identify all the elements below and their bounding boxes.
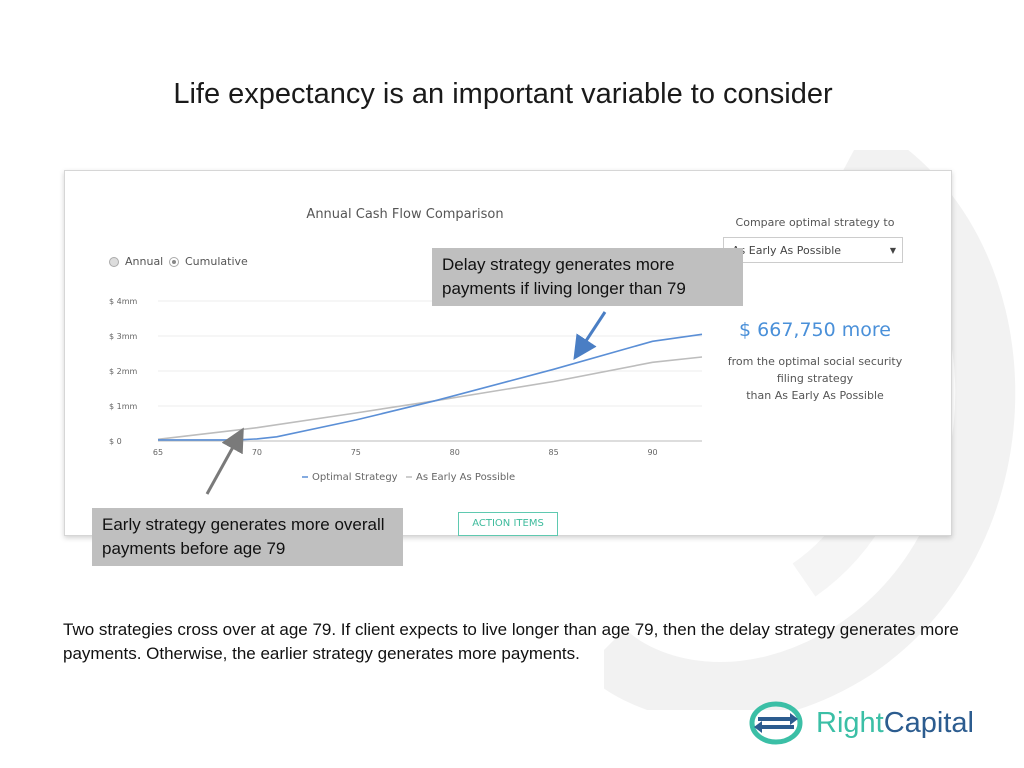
footnote: Two strategies cross over at age 79. If … <box>63 620 959 663</box>
cash-flow-chart: $ 0 $ 1mm $ 2mm $ 3mm $ 4mm 65 70 75 80 85 90 Optim… <box>109 297 703 483</box>
difference-description-line-2: filing strategy <box>776 372 854 385</box>
delay-arrow <box>573 311 607 361</box>
delay-callout: Delay strategy generates more payments i… <box>432 248 743 306</box>
legend-label: As Early As Possible <box>416 472 515 483</box>
toggle-annual[interactable]: Annual <box>109 255 163 268</box>
y-tick-label: $ 2mm <box>109 367 138 376</box>
compare-select[interactable]: As Early As Possible ▼ <box>723 237 903 263</box>
radio-annual-icon <box>109 256 119 267</box>
difference-description-line-3: than As Early As Possible <box>746 389 884 402</box>
x-tick-label: 75 <box>351 448 361 457</box>
x-tick-label: 65 <box>153 448 163 457</box>
y-tick-label: $ 4mm <box>109 297 138 306</box>
logo-text: RightCapital <box>816 707 974 740</box>
chart-title: Annual Cash Flow Comparison <box>306 207 504 222</box>
x-tick-label: 85 <box>549 448 559 457</box>
toggle-cumulative[interactable]: Cumulative <box>169 255 248 268</box>
action-items-button[interactable]: ACTION ITEMS <box>458 512 558 536</box>
legend-label: Optimal Strategy <box>312 472 398 483</box>
chart-panel: Annual Cash Flow Comparison Annual Cumul… <box>64 170 952 536</box>
rightcapital-logo-icon <box>749 701 803 745</box>
early-callout: Early strategy generates more overall pa… <box>92 508 403 566</box>
compare-label: Compare optimal strategy to <box>735 216 895 229</box>
early-arrow <box>205 427 244 495</box>
slide-title: Life expectancy is an important variable… <box>173 78 833 110</box>
dropdown-arrow-icon: ▼ <box>889 246 896 255</box>
y-tick-label: $ 1mm <box>109 402 138 411</box>
difference-description: from the optimal social security filing … <box>715 353 915 404</box>
y-tick-label: $ 3mm <box>109 332 138 341</box>
x-tick-label: 70 <box>252 448 262 457</box>
toggle-cumulative-label: Cumulative <box>185 255 248 268</box>
rightcapital-logo: RightCapital <box>748 699 974 747</box>
x-tick-label: 90 <box>647 448 657 457</box>
radio-cumulative-icon <box>169 256 179 267</box>
x-tick-label: 80 <box>450 448 460 457</box>
difference-description-line-1: from the optimal social security <box>727 355 903 368</box>
logo-text-capital: Capital <box>883 706 974 739</box>
difference-amount: $ 667,750 more <box>739 319 891 341</box>
toggle-annual-label: Annual <box>125 255 164 268</box>
logo-text-right: Right <box>816 706 884 739</box>
y-tick-label: $ 0 <box>109 437 122 446</box>
compare-select-value: As Early As Possible <box>732 244 842 257</box>
